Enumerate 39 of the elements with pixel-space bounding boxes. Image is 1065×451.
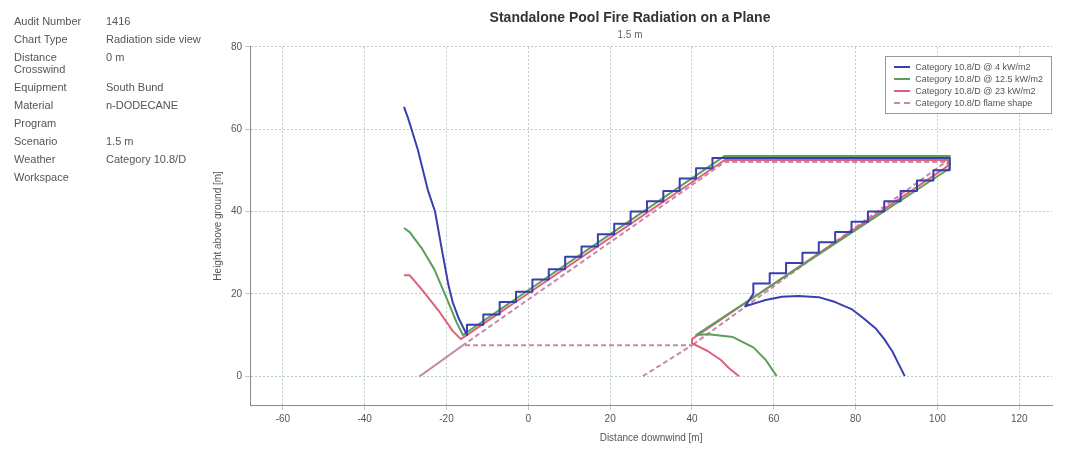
- text: Category 10.8/D: [106, 153, 187, 165]
- x-tick-label: -40: [357, 412, 373, 424]
- text: 1416: [106, 15, 131, 27]
- x-tick-label: 20: [604, 412, 617, 424]
- category-label: Distance Crosswind: [13, 50, 67, 77]
- legend-label: Category 10.8/D @ 23 kW/m2: [915, 85, 1036, 97]
- x-axis-title: Distance downwind [m]: [599, 431, 703, 443]
- y-tick-label: 40: [231, 205, 243, 217]
- y-tick-label: 60: [231, 122, 243, 134]
- text: 1.5 m: [106, 135, 134, 147]
- category-label: Program: [13, 116, 58, 131]
- y-tick-label: 0: [236, 369, 243, 381]
- legend-label: Category 10.8/D flame shape: [915, 97, 1033, 109]
- category-label: Audit Number: [13, 14, 83, 29]
- x-tick-label: -60: [275, 412, 291, 424]
- category-label: Material: [13, 98, 55, 113]
- x-tick-label: 0: [525, 412, 532, 424]
- text: Radiation side view: [106, 33, 201, 45]
- category-label: Chart Type: [13, 32, 69, 47]
- y-axis-title: Height above ground [m]: [211, 170, 223, 281]
- y-tick-label: 20: [231, 287, 243, 299]
- x-tick-label: 60: [768, 412, 780, 424]
- chart-title: Standalone Pool Fire Radiation on a Plane: [489, 9, 771, 26]
- x-tick-label: 40: [686, 412, 698, 424]
- legend-label: Category 10.8/D @ 12.5 kW/m2: [915, 73, 1043, 85]
- text: 0 m: [106, 51, 125, 63]
- x-tick-label: 80: [850, 412, 862, 424]
- x-tick-label: 120: [1010, 412, 1029, 424]
- text: South Bund: [106, 81, 164, 93]
- category-label: Workspace: [13, 170, 70, 185]
- y-tick-label: 80: [231, 40, 243, 52]
- category-label: Weather: [13, 152, 57, 167]
- category-label: Scenario: [13, 134, 59, 149]
- x-tick-label: 100: [929, 412, 947, 424]
- category-label: Equipment: [13, 80, 68, 95]
- chart-subtitle: 1.5 m: [617, 28, 643, 40]
- x-tick-label: -20: [439, 412, 455, 424]
- legend-label: Category 10.8/D @ 4 kW/m2: [915, 61, 1031, 73]
- text: n-DODECANE: [106, 99, 179, 111]
